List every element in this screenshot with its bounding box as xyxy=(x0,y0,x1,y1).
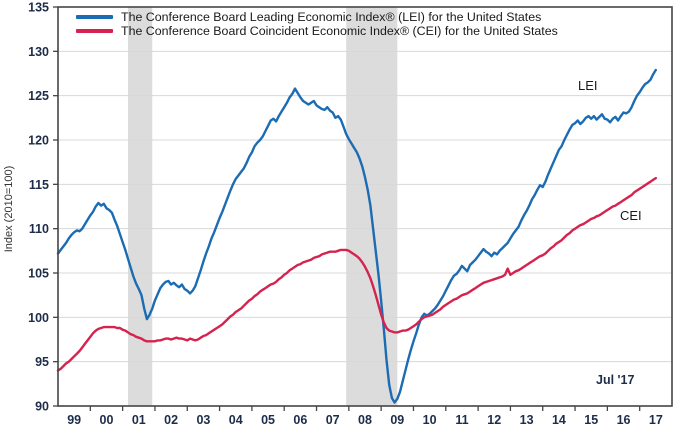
lei-series-annotation: LEI xyxy=(578,78,598,93)
plot-frame xyxy=(57,6,673,407)
y-tick-label: 110 xyxy=(29,222,49,236)
y-tick-label: 100 xyxy=(28,311,49,325)
x-tick-label: 99 xyxy=(67,413,81,427)
legend-label-cei: The Conference Board Coincident Economic… xyxy=(121,24,558,38)
x-tick-label: 04 xyxy=(229,413,243,427)
x-tick-label: 15 xyxy=(584,413,598,427)
legend: The Conference Board Leading Economic In… xyxy=(76,10,558,38)
y-tick-label: 115 xyxy=(29,178,49,192)
y-tick-label: 105 xyxy=(28,267,49,281)
x-tick-label: 11 xyxy=(455,413,468,427)
y-tick-label: 125 xyxy=(28,89,49,103)
x-tick-label: 00 xyxy=(100,413,114,427)
legend-item-cei: The Conference Board Coincident Economic… xyxy=(76,24,558,38)
legend-item-lei: The Conference Board Leading Economic In… xyxy=(76,10,558,24)
x-tick-label: 01 xyxy=(132,413,146,427)
y-tick-label: 130 xyxy=(28,45,49,59)
recession-band xyxy=(128,7,153,406)
cei-line xyxy=(56,176,657,372)
x-tick-label: 13 xyxy=(520,413,534,427)
cei-series-annotation: CEI xyxy=(620,208,642,223)
x-tick-label: 17 xyxy=(649,413,663,427)
recession-band xyxy=(346,7,398,406)
cei-line-swatch xyxy=(76,29,113,33)
x-tick-label: 08 xyxy=(358,413,372,427)
x-tick-label: 10 xyxy=(423,413,437,427)
legend-label-lei: The Conference Board Leading Economic In… xyxy=(121,10,542,24)
y-tick-label: 95 xyxy=(35,355,49,369)
x-tick-label: 12 xyxy=(487,413,501,427)
x-tick-label: 03 xyxy=(196,413,210,427)
y-tick-label: 90 xyxy=(35,400,49,414)
x-tick-label: 02 xyxy=(164,413,178,427)
x-tick-label: 06 xyxy=(293,413,307,427)
lei-line-swatch xyxy=(76,15,113,19)
y-tick-label: 135 xyxy=(28,1,49,15)
lei-line xyxy=(56,68,657,404)
y-axis-title: Index (2010=100) xyxy=(3,165,15,253)
last-point-annotation: Jul '17 xyxy=(596,373,635,387)
x-tick-label: 14 xyxy=(552,413,566,427)
y-tick-label: 120 xyxy=(28,134,49,148)
x-tick-label: 05 xyxy=(261,413,275,427)
x-tick-label: 07 xyxy=(326,413,340,427)
x-tick-label: 09 xyxy=(390,413,404,427)
x-tick-label: 16 xyxy=(617,413,631,427)
